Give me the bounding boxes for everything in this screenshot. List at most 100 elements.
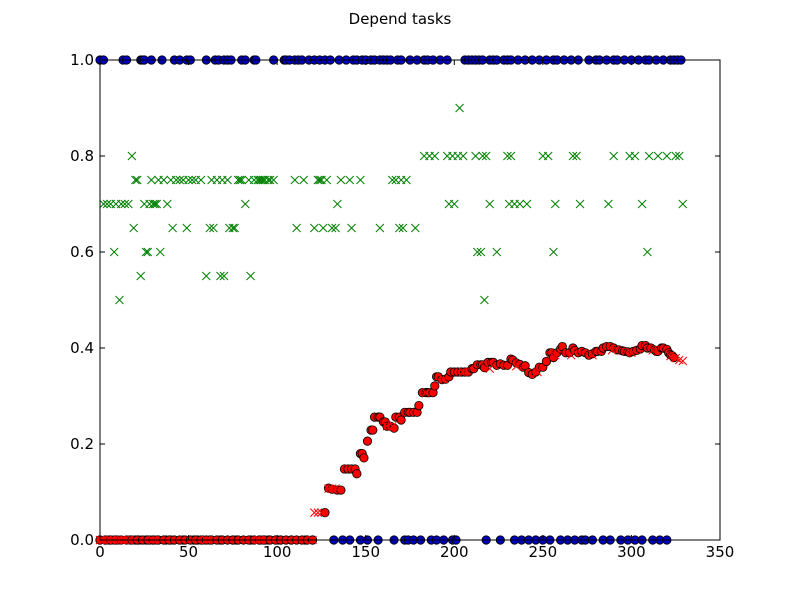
y-tick-label: 0.6	[70, 243, 94, 261]
series-2-circle-marker	[541, 356, 552, 367]
chart-title: Depend tasks	[349, 10, 452, 28]
series-1-x-marker	[159, 175, 169, 185]
series-3-x-marker	[533, 367, 542, 377]
series-3-x-marker	[317, 508, 326, 517]
series-3-x-marker	[627, 348, 636, 358]
y-tick-label: 0.2	[70, 435, 94, 453]
series-2-circle-marker	[352, 469, 362, 479]
series-1-x-marker	[162, 199, 172, 209]
series-1-x-marker	[292, 223, 301, 233]
series-1-x-marker	[471, 151, 480, 161]
series-1-x-marker	[375, 223, 385, 233]
series-1-x-marker	[480, 295, 489, 305]
series-1-x-marker	[237, 175, 247, 185]
series-3-x-marker	[421, 388, 431, 397]
series-1-x-marker	[604, 199, 613, 209]
series-1-x-marker	[644, 151, 654, 161]
series-1-x-marker	[148, 199, 158, 209]
x-tick-label: 50	[179, 543, 198, 561]
series-1-x-marker	[143, 247, 153, 257]
series-3-x-marker	[511, 361, 521, 371]
series-3-x-marker	[458, 367, 468, 377]
y-tick-label: 1.0	[70, 51, 94, 69]
series-1-x-marker	[196, 175, 206, 185]
series-1-x-marker	[131, 175, 140, 185]
series-1-x-marker	[481, 151, 491, 161]
series-1-x-marker	[430, 151, 440, 161]
series-3-x-marker	[678, 356, 688, 366]
x-tick-label: 350	[706, 543, 735, 561]
x-tick-label: 250	[529, 543, 558, 561]
series-1-x-marker	[116, 199, 126, 209]
series-1-x-marker	[678, 199, 688, 209]
series-1-x-marker	[141, 247, 151, 257]
series-1-x-marker	[503, 151, 512, 161]
series-1-x-marker	[345, 175, 355, 185]
series-1-x-marker	[168, 223, 177, 233]
series-2-circle-marker	[669, 352, 679, 363]
series-1-x-marker	[653, 151, 663, 161]
series-1-x-marker	[331, 223, 340, 233]
series-1-x-marker	[99, 199, 108, 209]
series-1-x-marker	[233, 175, 243, 185]
series-3-x-marker	[648, 346, 658, 355]
series-1-x-marker	[155, 247, 165, 257]
series-1-x-marker	[476, 247, 486, 257]
series-1-x-marker	[209, 223, 218, 233]
series-3-x-marker	[327, 484, 337, 493]
series-1-x-marker	[327, 223, 337, 233]
series-1-x-marker	[120, 199, 130, 209]
series-1-x-marker	[322, 175, 332, 185]
series-1-x-marker	[309, 223, 319, 233]
series-1-x-marker	[184, 175, 193, 185]
series-1-x-marker	[572, 151, 581, 161]
series-3-x-marker	[674, 355, 684, 365]
series-3-x-marker	[324, 484, 333, 493]
series-1-x-marker	[395, 223, 404, 233]
series-1-x-marker	[109, 247, 119, 257]
series-3-x-marker	[588, 350, 597, 360]
series-1-x-marker	[402, 175, 411, 185]
series-1-x-marker	[147, 175, 156, 185]
series-1-x-marker	[609, 151, 619, 161]
series-1-x-marker	[630, 151, 640, 161]
series-1-x-marker	[150, 199, 160, 209]
series-3-x-marker	[485, 364, 495, 373]
plot-frame	[99, 59, 721, 541]
series-1-x-marker	[216, 271, 225, 281]
series-2-circle-marker	[362, 436, 373, 446]
series-1-x-marker	[515, 199, 525, 209]
series-3-x-marker	[607, 346, 617, 355]
series-1-x-marker	[637, 199, 647, 209]
series-1-x-marker	[347, 223, 356, 233]
series-1-x-marker	[230, 223, 239, 233]
series-3-x-marker	[309, 508, 319, 517]
series-2-circle-marker	[336, 485, 346, 495]
series-1-x-marker	[568, 151, 578, 161]
series-1-x-marker	[356, 175, 365, 185]
series-1-x-marker	[187, 175, 197, 185]
series-1-x-marker	[315, 175, 325, 185]
series-1-x-marker	[387, 175, 397, 185]
x-tick-label: 0	[95, 543, 105, 561]
series-1-x-marker	[671, 151, 681, 161]
series-1-x-marker	[201, 271, 211, 281]
x-tick-label: 150	[351, 543, 380, 561]
series-3-x-marker	[331, 484, 340, 493]
series-1-x-marker	[543, 151, 553, 161]
series-3-x-marker	[439, 374, 449, 384]
series-1-x-marker	[333, 199, 342, 209]
series-1-x-marker	[223, 175, 232, 185]
series-3-x-marker	[387, 421, 397, 431]
series-1-x-marker	[336, 175, 346, 185]
series-1-x-marker	[662, 151, 672, 161]
series-1-x-marker	[129, 223, 139, 233]
series-1-x-marker	[410, 223, 420, 233]
series-3-x-marker	[666, 351, 675, 361]
series-1-x-marker	[136, 271, 146, 281]
series-1-x-marker	[152, 199, 162, 209]
series-1-x-marker	[492, 247, 502, 257]
series-2-circle-marker	[359, 453, 369, 463]
y-tick-label: 0.8	[70, 147, 94, 165]
